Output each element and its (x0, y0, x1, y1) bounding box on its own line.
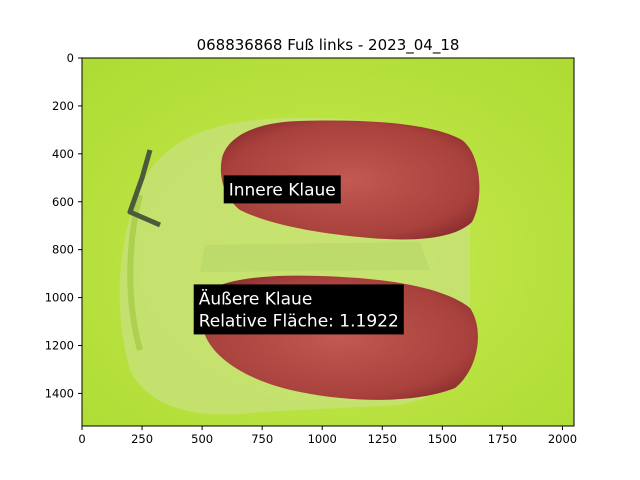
y-tick-label: 0 (67, 51, 74, 65)
interdigital-gap (200, 242, 430, 272)
pad-fold (127, 194, 143, 351)
annotation-background (193, 284, 404, 335)
y-tick-label: 800 (52, 243, 74, 257)
x-tick-label: 250 (131, 432, 153, 446)
y-tick-label: 400 (52, 147, 74, 161)
y-axis: 0 200 400 600 800 1000 1200 1400 (45, 51, 82, 400)
x-axis: 0 250 500 750 1000 1250 1500 1750 2000 (78, 426, 577, 446)
chart-title: 068836868 Fuß links - 2023_04_18 (197, 36, 460, 55)
annotation-background (223, 175, 341, 204)
marker-scribble (127, 149, 161, 228)
x-tick-label: 1500 (428, 432, 457, 446)
y-tick-label: 200 (52, 99, 74, 113)
photo-image (82, 58, 574, 426)
inner-claw (220, 120, 480, 240)
annotation-text: Relative Fläche: 1.1922 (199, 311, 399, 331)
x-tick-label: 750 (251, 432, 273, 446)
x-tick-label: 2000 (548, 432, 577, 446)
axes-frame (81, 57, 575, 427)
y-tick-label: 1000 (45, 291, 74, 305)
annotation-text: Innere Klaue (229, 180, 336, 200)
annotation-text: Äußere Klaue (199, 288, 313, 309)
x-tick-label: 1000 (308, 432, 337, 446)
y-tick-label: 600 (52, 195, 74, 209)
x-tick-label: 500 (191, 432, 213, 446)
x-tick-label: 1250 (368, 432, 397, 446)
x-tick-label: 1750 (488, 432, 517, 446)
y-tick-label: 1200 (45, 339, 74, 353)
annotation-box: Innere Klaue (223, 175, 341, 204)
x-tick-label: 0 (78, 432, 85, 446)
y-tick-label: 1400 (45, 386, 74, 400)
